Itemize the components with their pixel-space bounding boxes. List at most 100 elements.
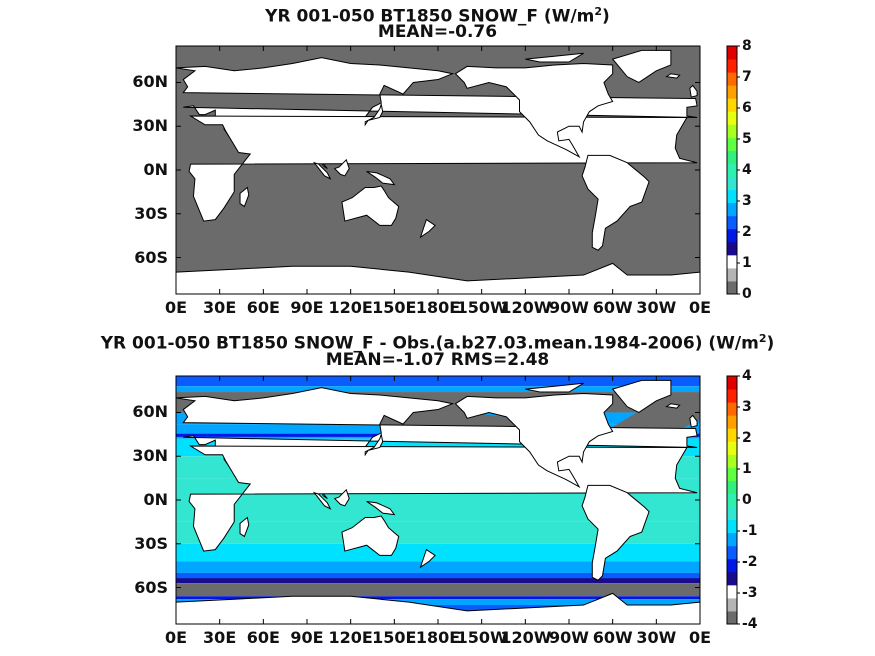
x-tick-label: 60E: [246, 298, 280, 317]
colorbar-cell: [727, 519, 737, 534]
field-band: [176, 521, 700, 544]
x-tick-label: 0E: [688, 628, 712, 647]
colorbar-cell: [727, 532, 737, 547]
map2-subtitle: MEAN=-1.07 RMS=2.48: [325, 350, 550, 370]
field-band: [176, 543, 700, 562]
x-tick-label: 120E: [328, 628, 373, 647]
x-tick-label: 180E: [415, 628, 461, 647]
land-madagascar: [239, 516, 250, 538]
map1-title: YR 001-050 BT1850 SNOW_F (W/m2): [265, 5, 610, 27]
colorbar-cell: [727, 493, 737, 508]
land-australia: [341, 185, 400, 226]
colorbar-cell: [727, 545, 737, 560]
colorbar-cell: [727, 111, 737, 125]
y-tick-label: 30S: [134, 533, 168, 553]
colorbar-cell: [727, 467, 737, 481]
colorbar-cell: [727, 428, 737, 442]
y-tick-label: 30N: [132, 446, 168, 466]
colorbar-cell: [727, 389, 737, 403]
colorbar-cell: [727, 415, 737, 429]
x-tick-label: 90W: [549, 298, 589, 317]
land-southamerica: [581, 154, 650, 251]
colorbar-cell: [727, 124, 737, 138]
land-southamerica: [581, 484, 650, 581]
colorbar-cell: [727, 441, 737, 455]
colorbar-cell: [727, 280, 737, 295]
colorbar-label: 0: [742, 286, 752, 302]
x-tick-label: 0E: [164, 628, 188, 647]
colorbar-cell: [727, 376, 737, 390]
y-tick-label: 60N: [132, 72, 168, 92]
colorbar-cell: [727, 59, 737, 73]
land-nz: [419, 548, 436, 569]
land-borneo: [333, 158, 350, 177]
x-tick-label: 0E: [164, 298, 188, 317]
x-tick-label: 30E: [203, 298, 237, 317]
antarctica: [176, 592, 700, 624]
x-tick-label: 120W: [500, 298, 552, 317]
map1-subtitle: MEAN=-0.76: [377, 22, 498, 42]
colorbar-cell: [727, 454, 737, 468]
colorbar-cell: [727, 163, 737, 178]
colorbar-cell: [727, 571, 737, 586]
land-newguinea: [366, 500, 396, 516]
field-band: [176, 376, 700, 387]
colorbar-cell: [727, 202, 737, 217]
x-tick-label: 150W: [456, 298, 508, 317]
colorbar-cell: [727, 150, 737, 164]
land-northamerica: [454, 63, 614, 159]
y-tick-label: 30S: [134, 203, 168, 223]
land-japan: [364, 102, 384, 127]
field-line: [176, 578, 700, 582]
land-greenland: [611, 49, 672, 84]
colorbar-label: 8: [742, 38, 752, 54]
colorbar-cell: [727, 85, 737, 99]
x-tick-label: 30W: [636, 298, 677, 317]
colorbar-cell: [727, 558, 737, 573]
land-japan: [364, 432, 384, 457]
colorbar-cell: [727, 215, 737, 230]
colorbar-label: 6: [742, 100, 752, 116]
colorbar-label: 0: [742, 492, 752, 508]
field-band: [176, 583, 700, 597]
colorbar-label: 3: [742, 399, 752, 415]
x-tick-label: 30E: [203, 628, 237, 647]
land-australia: [341, 515, 400, 556]
colorbar-label: -3: [742, 585, 758, 601]
colorbar-cell: [727, 597, 737, 612]
colorbar-label: 1: [742, 461, 752, 477]
colorbar-label: -2: [742, 554, 758, 570]
x-tick-label: 150E: [372, 298, 417, 317]
y-tick-label: 60S: [134, 577, 168, 597]
y-tick-label: 60S: [134, 247, 168, 267]
land-borneo: [333, 488, 350, 507]
colorbar-cell: [727, 506, 737, 521]
colorbar-cell: [727, 584, 737, 599]
land-nz: [419, 218, 436, 239]
y-tick-label: 30N: [132, 116, 168, 136]
field-band: [176, 572, 700, 579]
colorbar-cell: [727, 137, 737, 151]
colorbar-cell: [727, 267, 737, 282]
land-arctic_islands: [525, 382, 584, 393]
x-tick-label: 60W: [592, 298, 633, 317]
colorbar-label: 3: [742, 193, 752, 209]
y-tick-label: 0N: [143, 160, 168, 179]
land-iceland: [665, 73, 681, 79]
land-uk: [689, 84, 698, 98]
colorbar-label: 7: [742, 69, 752, 85]
x-tick-label: 90W: [549, 628, 589, 647]
x-tick-label: 60E: [246, 628, 280, 647]
field-band: [176, 561, 700, 573]
map2-title: YR 001-050 BT1850 SNOW_F - Obs.(a.b27.03…: [100, 332, 775, 354]
x-tick-label: 60W: [592, 628, 633, 647]
land-uk: [689, 414, 698, 428]
land-greenland: [611, 379, 672, 414]
field-band: [176, 386, 700, 393]
y-tick-label: 60N: [132, 402, 168, 422]
land-arctic_islands: [525, 52, 584, 63]
land-madagascar: [239, 186, 250, 208]
colorbar-cell: [727, 254, 737, 269]
land-sumatra: [312, 491, 332, 510]
colorbar-cell: [727, 241, 737, 256]
